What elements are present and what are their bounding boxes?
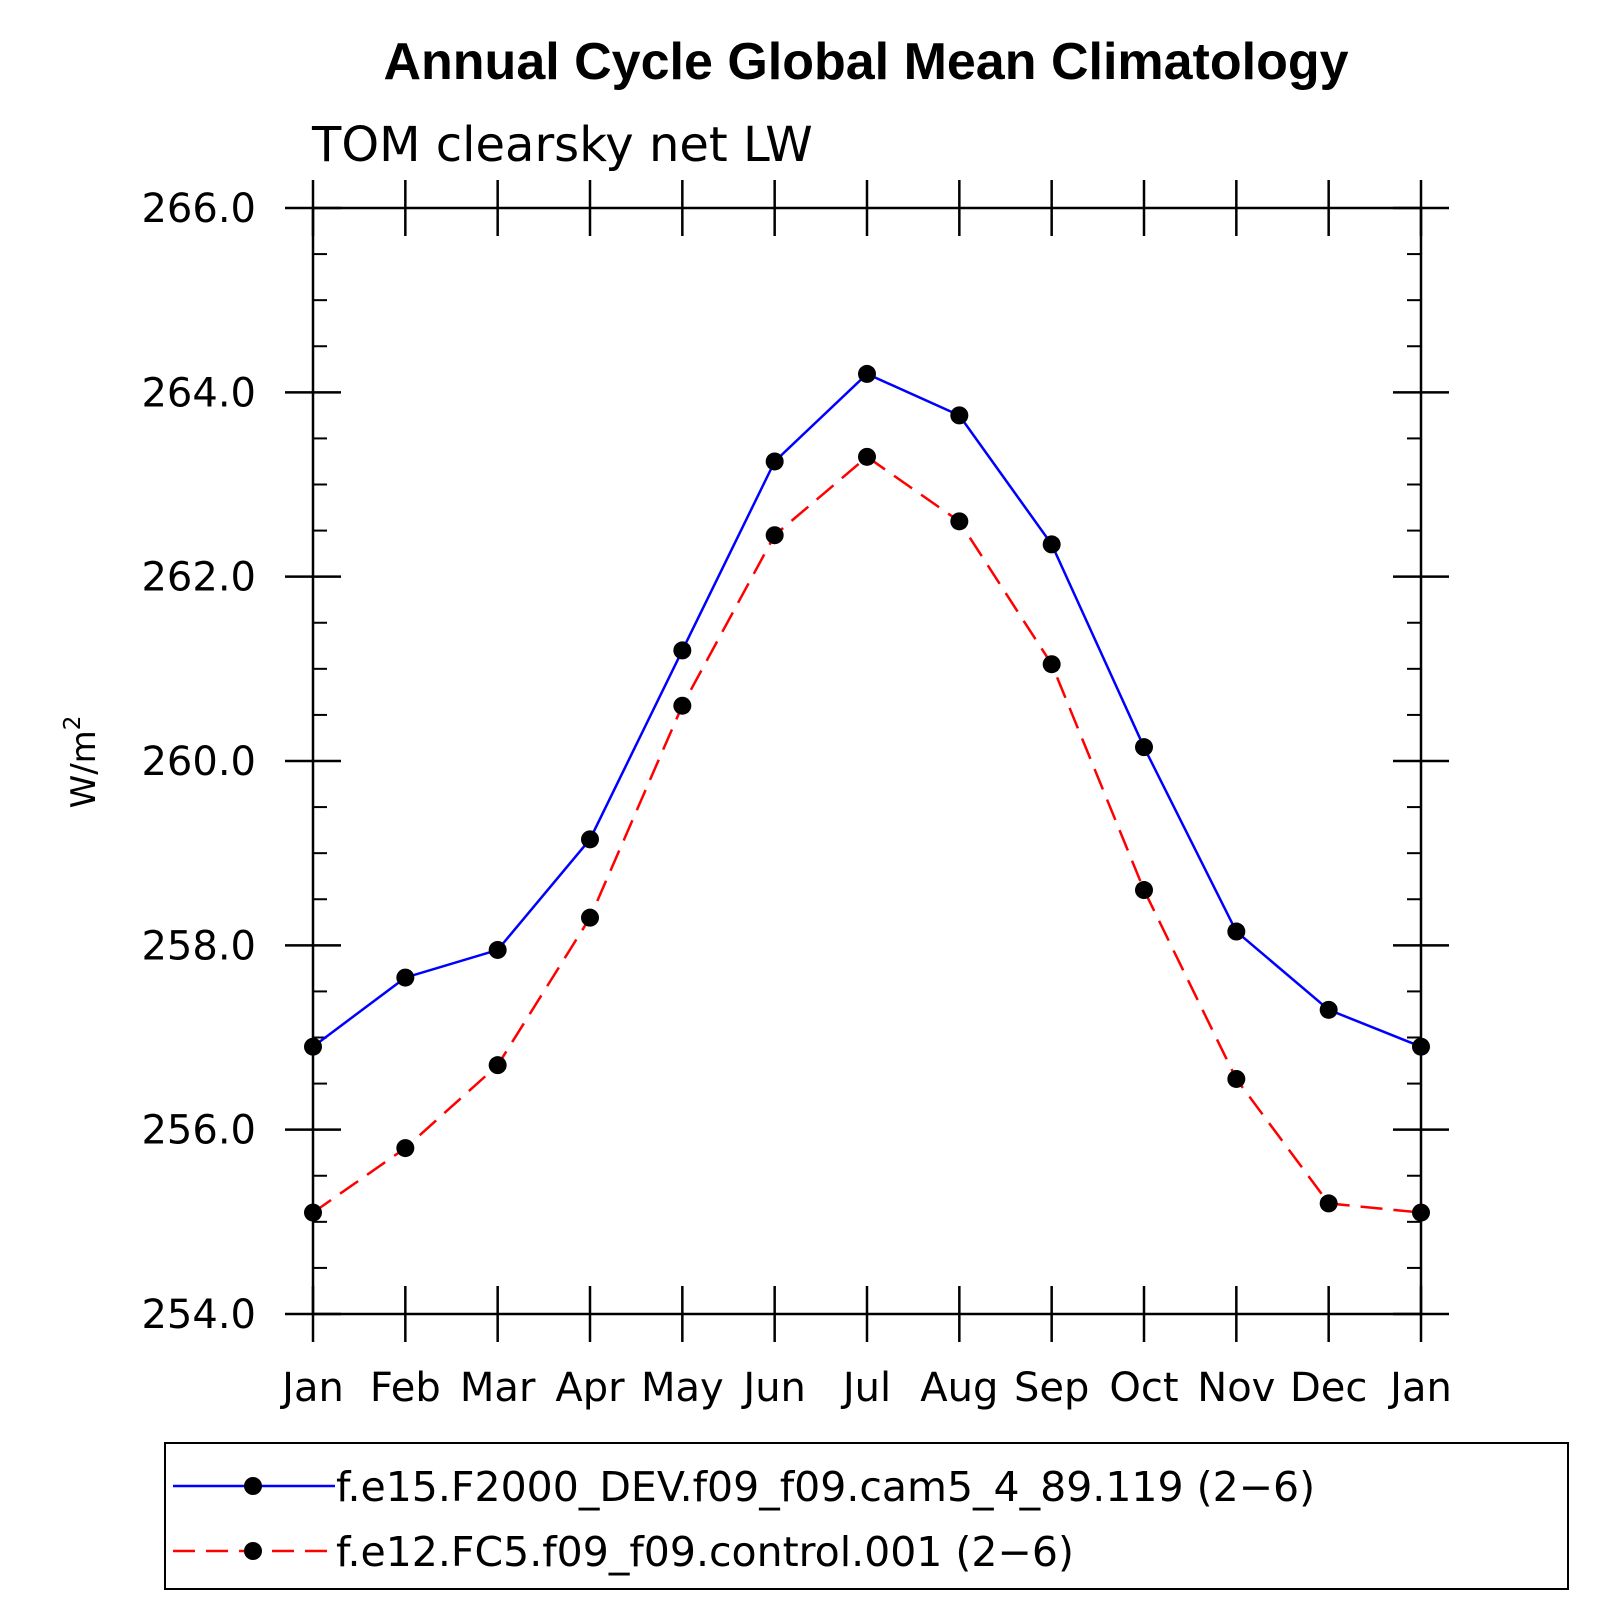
x-tick-label: Nov [1197, 1365, 1275, 1411]
y-tick-label: 258.0 [141, 923, 256, 969]
data-point-series-2 [1319, 1194, 1338, 1213]
data-point-series-2 [765, 526, 784, 545]
x-tick-label: Mar [460, 1365, 536, 1411]
y-tick-label: 262.0 [141, 555, 256, 601]
data-point-series-2 [673, 696, 692, 715]
data-point-series-1 [581, 830, 599, 849]
x-tick-label: Feb [370, 1365, 441, 1411]
y-axis-label-unit: W/m [64, 730, 104, 808]
y-tick-label: 266.0 [141, 186, 256, 232]
legend-marker-series-2 [244, 1542, 262, 1560]
x-tick-label: Oct [1109, 1365, 1178, 1411]
data-point-series-1 [765, 452, 784, 471]
y-tick-label: 264.0 [141, 370, 256, 416]
x-tick-label: Dec [1290, 1365, 1367, 1411]
x-tick-label: Aug [920, 1365, 998, 1411]
x-tick-label: Sep [1014, 1365, 1089, 1411]
y-tick-label: 260.0 [141, 739, 256, 785]
data-point-series-2 [1227, 1069, 1246, 1088]
data-point-series-1 [858, 364, 876, 383]
x-tick-label: May [641, 1365, 724, 1411]
chart-subtitle: TOM clearsky net LW [311, 117, 813, 173]
series-line-2 [312, 455, 1422, 1214]
x-tick-label: Jul [840, 1365, 891, 1411]
data-point-series-2 [581, 908, 599, 927]
legend-frame [164, 1442, 1569, 1590]
legend-label-series-1: f.e15.F2000_DEV.f09_f09.cam5_4_89.119 (2… [336, 1463, 1315, 1511]
x-tick-labels: Jan Feb Mar Apr May Jun Jul Aug Sep Oct Nov Dec Jan [279, 1365, 1452, 1411]
axis-ticks [285, 180, 1449, 1342]
series-layer [304, 364, 1430, 1222]
x-tick-label: Jan [279, 1365, 344, 1411]
data-point-series-1 [1042, 535, 1061, 554]
x-tick-label: Jun [740, 1365, 806, 1411]
x-tick-label: Jan [1387, 1365, 1452, 1411]
data-point-series-2 [396, 1139, 415, 1158]
data-point-series-1 [1319, 1000, 1338, 1019]
legend-marker-series-1 [244, 1477, 262, 1495]
plot-frame [311, 206, 1423, 1316]
legend-label-series-2: f.e12.FC5.f09_f09.control.001 (2−6) [336, 1528, 1074, 1576]
x-tick-label: Apr [555, 1365, 625, 1411]
data-point-series-2 [1042, 655, 1061, 674]
data-point-series-1 [950, 406, 969, 425]
y-tick-label: 256.0 [141, 1108, 256, 1154]
data-point-series-2 [950, 512, 969, 531]
data-point-series-1 [673, 641, 692, 660]
y-axis-label: W/m2 [60, 716, 104, 809]
data-point-series-2 [488, 1056, 507, 1075]
data-point-series-2 [1135, 881, 1153, 900]
data-point-series-1 [488, 940, 507, 959]
series-line-1 [312, 372, 1422, 1048]
y-tick-labels: 254.0 256.0 258.0 260.0 262.0 264.0 266.0 [141, 186, 256, 1338]
data-point-series-1 [1135, 738, 1153, 757]
y-tick-label: 254.0 [141, 1292, 256, 1338]
y-axis-label-superscript: 2 [60, 716, 86, 731]
data-point-series-1 [1227, 922, 1246, 941]
data-point-series-1 [396, 968, 415, 987]
legend: f.e15.F2000_DEV.f09_f09.cam5_4_89.119 (2… [164, 1442, 1569, 1590]
data-point-series-2 [858, 447, 876, 466]
chart-title: Annual Cycle Global Mean Climatology [383, 33, 1348, 91]
